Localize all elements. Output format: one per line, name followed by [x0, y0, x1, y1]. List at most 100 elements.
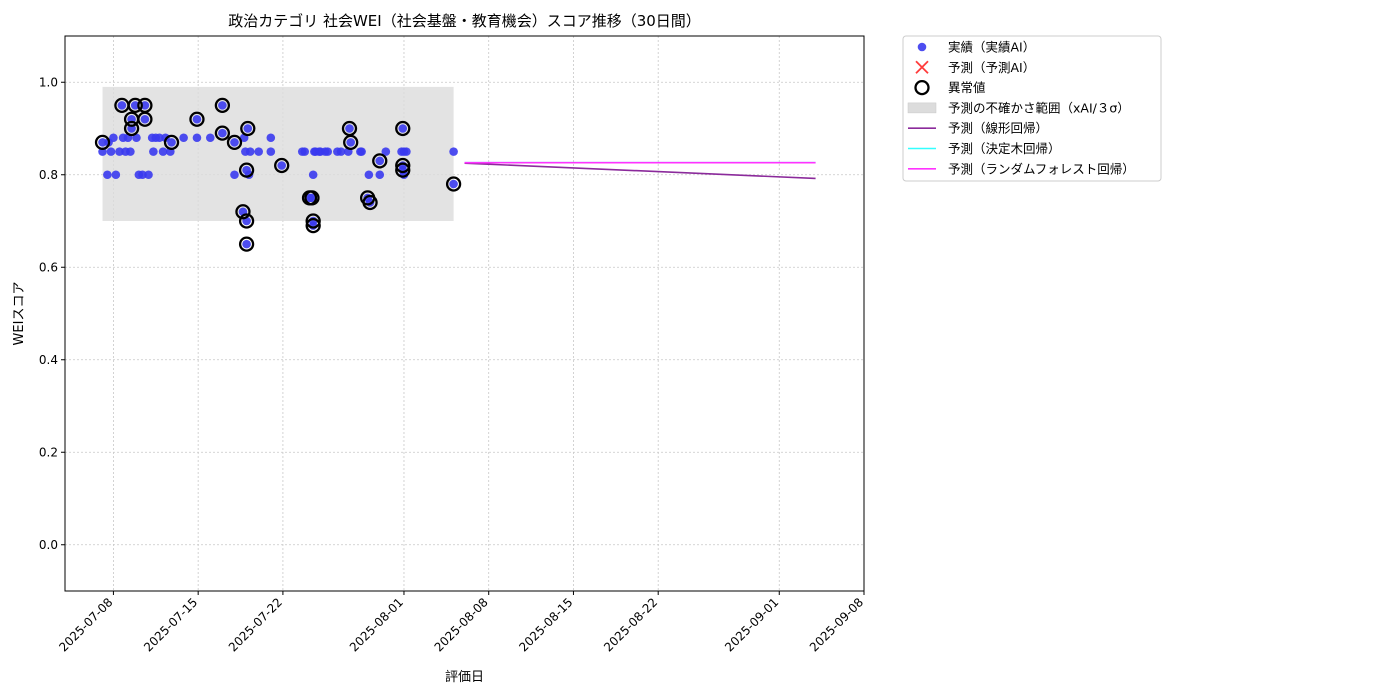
- anomaly-ring: [343, 134, 359, 151]
- anomaly-ring: [226, 134, 243, 151]
- actual-point: [308, 170, 318, 180]
- anomaly-ring: [395, 120, 411, 137]
- legend-ring-swatch: [914, 79, 930, 96]
- actual-point: [375, 170, 385, 180]
- actual-point: [98, 138, 107, 147]
- anomaly-ring: [362, 194, 378, 211]
- anomaly-ring: [305, 213, 321, 229]
- legend-label: 実績（実績AI）: [948, 40, 1035, 55]
- actual-point: [103, 170, 112, 180]
- actual-point: [266, 133, 276, 143]
- actual-point: [230, 138, 239, 147]
- actual-point: [179, 133, 188, 143]
- anomaly-ring: [235, 204, 251, 220]
- actual-point: [106, 147, 116, 156]
- actual-point: [300, 147, 310, 156]
- actual-point: [109, 133, 118, 143]
- anomaly-ring: [189, 111, 205, 127]
- x-tick-label: 2025-08-01: [347, 595, 406, 654]
- legend-label: 予測（ランダムフォレスト回帰）: [948, 161, 1135, 176]
- anomaly-ring: [395, 162, 411, 178]
- actual-point: [357, 147, 366, 156]
- actual-point: [111, 170, 121, 180]
- anomaly-ring: [163, 134, 180, 151]
- legend-label: 予測（予測AI）: [948, 60, 1035, 75]
- legend-label: 予測（線形回帰）: [948, 121, 1048, 136]
- actual-point: [266, 147, 276, 156]
- forecast-linear-line: [464, 162, 816, 180]
- x-tick-label: 2025-08-08: [432, 595, 491, 654]
- actual-point: [115, 147, 124, 156]
- anomaly-ring: [238, 236, 255, 252]
- actual-point: [381, 147, 391, 156]
- actual-point: [144, 170, 153, 180]
- actual-point: [307, 193, 317, 203]
- x-tick-label: 2025-07-22: [226, 595, 285, 654]
- plot-area: [61, 35, 865, 595]
- anomaly-ring: [238, 162, 255, 178]
- anomaly-ring: [127, 97, 143, 114]
- y-tick-label: 1.0: [39, 75, 58, 89]
- actual-point: [126, 147, 135, 156]
- anomaly-ring: [395, 157, 411, 174]
- actual-point: [449, 179, 458, 189]
- actual-point: [149, 147, 158, 156]
- actual-point: [205, 133, 215, 143]
- actual-point: [364, 170, 374, 180]
- actual-point: [323, 147, 333, 156]
- y-axis-title: WEIスコア: [12, 282, 27, 346]
- x-tick-label: 2025-08-15: [516, 595, 575, 654]
- actual-point: [230, 170, 239, 180]
- actual-point: [140, 101, 150, 110]
- actual-point: [218, 128, 227, 138]
- actual-point: [449, 147, 458, 156]
- y-tick-label: 0.4: [39, 353, 58, 367]
- x-tick-label: 2025-09-08: [807, 595, 866, 654]
- actual-point: [277, 161, 286, 170]
- legend-label: 予測（決定木回帰）: [948, 141, 1061, 156]
- anomaly-ring: [304, 190, 320, 206]
- legend-cross-swatch: [915, 60, 929, 74]
- y-tick-label: 0.8: [39, 168, 58, 182]
- legend-box: [902, 35, 1162, 182]
- actual-point: [398, 124, 408, 133]
- actual-point: [254, 147, 263, 156]
- x-axis-title: 評価日: [445, 670, 484, 685]
- actual-point: [192, 133, 202, 143]
- actual-point: [346, 138, 356, 147]
- anomaly-ring: [240, 120, 256, 137]
- anomaly-ring: [214, 125, 231, 141]
- actual-point: [242, 239, 251, 249]
- plot-frame: [64, 35, 865, 592]
- legend-band-swatch: [907, 102, 937, 114]
- anomaly-ring: [238, 213, 255, 229]
- actual-point: [375, 156, 385, 166]
- anomaly-ring: [123, 120, 140, 137]
- actual-point: [117, 101, 127, 110]
- y-tick-label: 0.2: [39, 445, 58, 459]
- actual-point: [167, 138, 176, 147]
- legend-label: 異常値: [948, 80, 986, 95]
- anomaly-ring: [305, 217, 321, 234]
- actual-point: [140, 114, 150, 124]
- actual-point: [336, 147, 346, 156]
- actual-point: [218, 101, 227, 110]
- anomaly-ring: [214, 97, 231, 114]
- actual-point: [130, 101, 140, 110]
- x-tick-label: 2025-07-08: [56, 595, 115, 654]
- anomaly-ring: [94, 134, 111, 151]
- actual-point: [245, 147, 255, 156]
- legend-label: 予測の不確かさ範囲（xAI/３σ）: [948, 100, 1130, 115]
- chart-title: 政治カテゴリ 社会WEI（社会基盤・教育機会）スコア推移（30日間）: [228, 12, 701, 30]
- actual-point: [402, 147, 411, 156]
- actual-point: [155, 133, 164, 143]
- anomaly-ring: [274, 157, 290, 174]
- x-tick-label: 2025-09-01: [722, 595, 781, 654]
- actual-point: [158, 147, 168, 156]
- anomaly-ring: [372, 153, 388, 169]
- x-tick-label: 2025-07-15: [141, 595, 200, 654]
- legend-dot-swatch: [917, 42, 927, 52]
- y-tick-label: 0.6: [39, 260, 58, 274]
